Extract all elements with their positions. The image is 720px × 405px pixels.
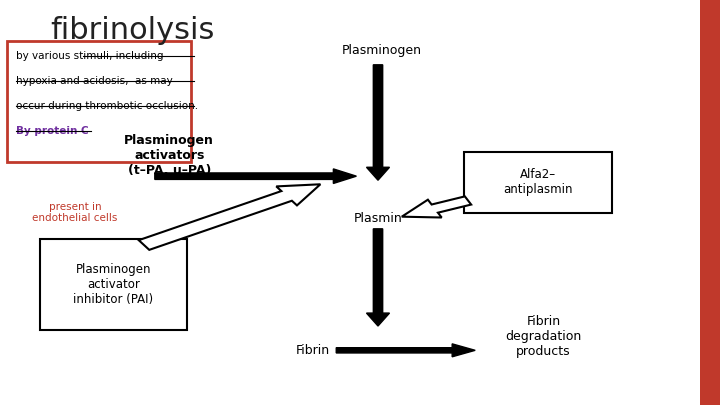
Text: occur during thrombotic occlusion.: occur during thrombotic occlusion. <box>16 101 198 111</box>
Text: Alfa2–
antiplasmin: Alfa2– antiplasmin <box>503 168 573 196</box>
FancyBboxPatch shape <box>7 40 191 162</box>
FancyArrow shape <box>402 196 471 217</box>
Text: Plasminogen
activators
(t–PA, u–PA): Plasminogen activators (t–PA, u–PA) <box>125 134 214 177</box>
Text: By protein C: By protein C <box>16 126 89 136</box>
FancyArrow shape <box>366 65 390 180</box>
FancyArrow shape <box>139 184 320 250</box>
Text: Plasminogen
activator
inhibitor (PAI): Plasminogen activator inhibitor (PAI) <box>73 263 153 306</box>
FancyBboxPatch shape <box>464 152 612 213</box>
Text: Plasmin: Plasmin <box>354 212 402 225</box>
FancyArrow shape <box>155 169 356 183</box>
Bar <box>700 0 720 405</box>
Text: present in
endothelial cells: present in endothelial cells <box>32 202 118 224</box>
Text: Fibrin
degradation
products: Fibrin degradation products <box>505 315 582 358</box>
Text: hypoxia and acidosis,  as may: hypoxia and acidosis, as may <box>16 76 173 86</box>
Text: by various stimuli, including: by various stimuli, including <box>16 51 163 61</box>
FancyArrow shape <box>336 344 475 357</box>
Text: Plasminogen: Plasminogen <box>341 44 422 57</box>
Text: Fibrin: Fibrin <box>296 344 330 357</box>
Text: fibrinolysis: fibrinolysis <box>50 16 215 45</box>
FancyArrow shape <box>366 229 390 326</box>
FancyBboxPatch shape <box>40 239 187 330</box>
